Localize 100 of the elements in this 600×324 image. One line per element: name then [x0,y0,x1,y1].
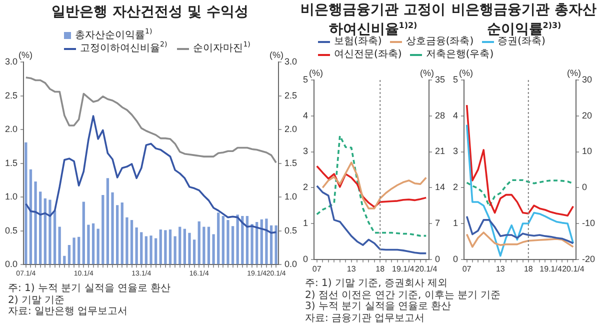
bar [150,236,152,264]
text: 2) 기말 기준 [8,294,66,306]
bar [207,226,210,264]
bar [270,225,273,264]
y2-axis-title: (%) [420,68,434,78]
y2-tick-label: 0 [434,254,440,264]
x-tick-label: 19.1/4 [392,264,415,274]
y-tick-label: 4 [452,110,458,120]
text: 주: 1) 누적 분기 실적을 연율로 환산 [8,283,171,294]
bar [53,210,56,264]
bar [44,198,46,264]
bar [188,232,191,264]
y-axis-title: (%) [309,68,324,78]
line-series [316,134,428,237]
y2-tick-label: 21 [434,146,446,156]
x-tick-label: 20.1/4 [414,264,438,274]
y2-tick-label: 10 [582,146,592,156]
bar [34,182,37,264]
bar [256,222,258,264]
y-tick-label: 3.0 [4,56,18,66]
bar [29,169,32,264]
bar [260,219,263,264]
bar [87,224,90,264]
bar [164,230,167,264]
y-tick-label: 2 [452,182,458,192]
legend-label: 총자산순이익률$^{1)}$ [75,28,152,42]
bar [226,220,230,264]
bar [265,218,268,264]
bar [192,240,196,264]
y-tick-label: 0.0 [4,259,18,270]
x-tick-label: 18 [376,264,386,274]
x-tick-label: 18 [524,264,534,274]
bar [174,236,176,264]
y-tick-label: 2.0 [4,124,18,134]
bar [212,234,215,264]
bar [106,178,110,264]
bar [168,229,172,264]
y2-tick-label: -20 [582,254,596,264]
y-axis-title: (%) [459,68,474,78]
y-tick-label: 0.5 [4,225,18,236]
legend-label: 여신전문(좌축) [334,48,402,61]
y-tick-label: 1 [302,218,308,228]
bar [82,202,85,264]
x-tick-label: 20.1/4 [562,264,585,274]
y2-tick-label: 14 [434,182,446,192]
bar [111,192,114,264]
y-tick-label: 3 [302,146,308,156]
bar [39,192,42,264]
y-tick-label: 1.0 [4,192,18,202]
chart-title: 일반은행 자산건전성 및 수익성 [50,4,250,20]
bar [217,212,220,264]
bar [102,195,104,264]
bar [96,228,100,264]
x-tick-label: 07 [312,264,322,274]
y-tick-label: 0 [452,254,458,264]
text: 자료: 일반은행 업무보고서 [8,306,129,318]
bar [48,200,52,264]
y2-tick-label: 2.5 [284,90,298,100]
x-tick-label: 13 [496,264,506,274]
y2-tick-label: 28 [434,110,446,120]
bar [231,226,234,264]
y2-tick-label: -10 [582,218,596,228]
y2-axis-title: (%) [269,50,284,60]
bar [144,236,148,264]
y2-tick-label: 2.0 [284,124,298,134]
legend-label: 순이자마진$^{1)}$ [193,40,250,55]
y2-tick-label: 0.5 [284,225,298,236]
x-tick-label: 07 [462,264,472,274]
y-tick-label: 2 [302,182,308,192]
legend-label: 저축은행(우축) [426,48,494,61]
y-tick-label: 5 [302,74,308,84]
y-tick-label: 4 [302,110,308,120]
bar [246,216,249,264]
y2-tick-label: 35 [434,74,446,84]
y2-tick-label: 0 [582,182,588,192]
bar [250,224,254,264]
y-tick-label: 0 [302,254,308,264]
bar [202,226,206,264]
y2-tick-label: 20 [582,110,592,120]
bar [24,142,28,264]
bar [178,226,182,264]
y2-tick-label: 0.0 [284,259,298,270]
bar [198,221,200,264]
y-tick-label: 1 [452,218,458,228]
y-tick-label: 1.5 [4,158,18,168]
bar [58,226,61,264]
legend-label: 증권(좌축) [498,36,546,48]
bar [154,238,158,264]
bar [126,217,128,264]
bar [222,216,224,264]
line-series [466,179,574,208]
bar [140,232,143,264]
x-tick-label: 19.1/4 [540,264,562,274]
bar [68,245,71,264]
y2-tick-label: 7 [434,218,440,228]
y-axis-title: (%) [18,50,33,60]
legend-label: 고정이하여신비율$^{2)}$ [80,40,168,55]
y2-axis-title: (%) [566,68,581,78]
y-tick-label: 5 [452,74,458,84]
bar [63,256,66,264]
